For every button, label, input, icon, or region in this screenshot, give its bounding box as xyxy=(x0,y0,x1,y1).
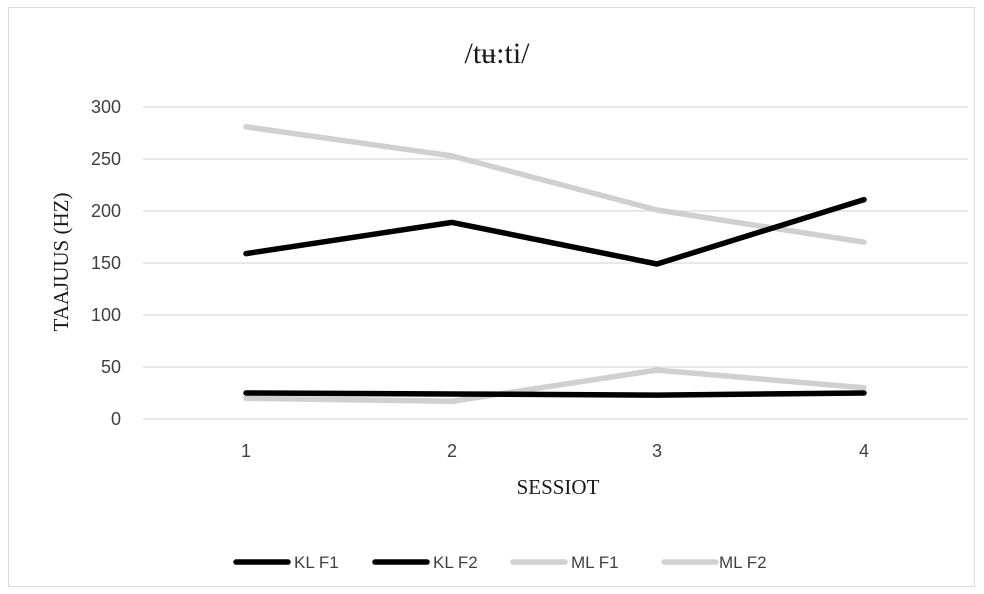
x-tick-label: 3 xyxy=(652,441,662,461)
y-tick-label: 200 xyxy=(91,201,121,221)
legend-label-ml-f2: ML F2 xyxy=(719,553,767,572)
chart-title: /tʉ:ti/ xyxy=(464,37,530,70)
x-axis-title: SESSIOT xyxy=(517,475,600,499)
series-line-ml-f2 xyxy=(243,124,867,245)
x-tick-label: 4 xyxy=(859,441,869,461)
y-tick-label: 150 xyxy=(91,253,121,273)
y-axis-title: TAAJUUS (HZ) xyxy=(49,193,73,332)
y-tick-label: 100 xyxy=(91,305,121,325)
legend-label-ml-f1: ML F1 xyxy=(571,553,619,572)
y-tick-label: 0 xyxy=(111,409,121,429)
x-tick-label: 1 xyxy=(241,441,251,461)
legend-label-kl-f2: KL F2 xyxy=(433,553,478,572)
series-lines xyxy=(243,124,867,405)
y-tick-label: 50 xyxy=(101,357,121,377)
chart-frame xyxy=(8,7,975,587)
legend: KL F1 KL F2 ML F1 ML F2 xyxy=(233,553,767,572)
y-tick-labels: 0 50 100 150 200 250 300 xyxy=(91,97,121,429)
series-line-kl-f2 xyxy=(243,196,867,267)
x-tick-labels: 1 2 3 4 xyxy=(241,441,869,461)
x-tick-label: 2 xyxy=(447,441,457,461)
y-tick-label: 300 xyxy=(91,97,121,117)
series-line-ml-f1 xyxy=(243,367,867,405)
legend-label-kl-f1: KL F1 xyxy=(294,553,339,572)
y-tick-label: 250 xyxy=(91,149,121,169)
series-line-kl-f1 xyxy=(243,390,867,398)
gridlines xyxy=(143,106,968,420)
